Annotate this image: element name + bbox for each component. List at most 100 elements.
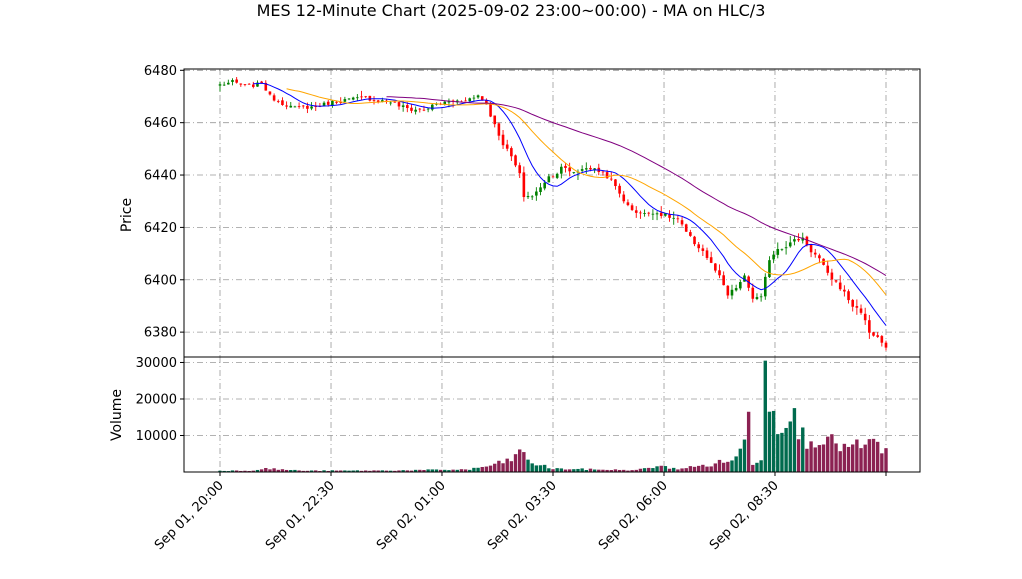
volume-bar: [880, 453, 884, 472]
candle-body: [310, 106, 313, 109]
candle-body: [609, 178, 613, 180]
volume-bar: [647, 467, 651, 472]
candle-body: [647, 212, 651, 214]
volume-bar: [709, 466, 713, 472]
volume-bar: [642, 468, 647, 472]
candle-body: [306, 105, 309, 109]
volume-bar: [251, 470, 255, 472]
candle-body: [843, 289, 846, 292]
volume-bar: [676, 469, 680, 472]
candle-body: [464, 100, 467, 102]
candle-body: [435, 103, 438, 105]
candle-body: [301, 105, 305, 107]
volume-bar: [638, 468, 643, 472]
volume-bar: [609, 470, 613, 472]
candle-body: [813, 252, 817, 255]
candle-body: [580, 169, 584, 171]
x-tick-label: Sep 01, 22:30: [263, 478, 338, 553]
volume-bar: [617, 469, 622, 472]
volume-bar: [247, 470, 251, 472]
volume-bar: [418, 469, 422, 472]
candle-body: [659, 212, 663, 216]
candle-body: [530, 196, 534, 198]
candle-body: [222, 84, 226, 86]
candle-body: [880, 336, 884, 343]
volume-bar: [301, 470, 305, 472]
candle-body: [397, 102, 401, 107]
candle-body: [643, 213, 646, 214]
candle-body: [406, 105, 409, 109]
candle-body: [364, 96, 367, 98]
volume-bar: [422, 470, 426, 472]
volume-bar: [726, 461, 730, 472]
volume-bar: [451, 469, 455, 472]
candle-body: [356, 97, 359, 99]
candle-body: [701, 248, 705, 251]
candle-body: [801, 237, 805, 241]
volume-bar: [438, 469, 443, 472]
candle-body: [751, 287, 755, 299]
candle-body: [743, 275, 746, 282]
volume-bar: [309, 470, 314, 472]
volume-bar: [838, 451, 842, 472]
x-axis: Sep 01, 20:00 Sep 01, 22:30 Sep 02, 01:00 S…: [152, 472, 887, 553]
volume-bar: [875, 441, 880, 472]
candle-body: [268, 91, 272, 95]
candle-body: [780, 248, 784, 250]
volume-bar: [376, 470, 380, 472]
candle-body: [655, 213, 659, 215]
volume-bar: [326, 470, 330, 472]
candle-body: [776, 249, 780, 255]
candle-body: [793, 239, 796, 242]
volume-bar: [567, 469, 572, 472]
volume-bar: [692, 466, 697, 472]
candle-body: [639, 212, 642, 214]
price-frame: [183, 68, 921, 358]
volume-bar: [796, 439, 801, 472]
candle-body: [630, 205, 634, 210]
candle-body: [518, 165, 521, 174]
volume-bar: [468, 469, 472, 472]
candle-body: [668, 214, 671, 218]
volume-bar: [680, 468, 684, 472]
volume-bar: [272, 468, 276, 472]
volume-bar: [347, 470, 351, 472]
volume-bar: [597, 469, 601, 472]
candle-body: [564, 165, 567, 168]
volume-bar: [488, 465, 493, 472]
volume-bar: [776, 434, 780, 472]
volume-bar: [409, 470, 414, 472]
volume-bar: [276, 469, 280, 472]
volume-bar: [459, 469, 464, 472]
candle-body: [555, 173, 559, 178]
volume-bar: [555, 468, 559, 472]
volume-bar: [767, 411, 772, 472]
price-tick-label: 6440: [144, 169, 177, 184]
volume-bar: [613, 469, 618, 472]
volume-bar: [588, 468, 593, 472]
candle-body: [614, 179, 617, 187]
candle-body: [788, 242, 792, 247]
candle-body: [876, 335, 879, 337]
volume-bar: [859, 448, 863, 472]
volume-bar: [218, 470, 222, 472]
volume-bar: [230, 470, 235, 472]
volume-bar: [547, 468, 551, 472]
volume-bar: [855, 439, 859, 472]
candle-body: [730, 289, 734, 296]
candle-body: [289, 105, 293, 108]
volume-bar: [463, 469, 468, 472]
volume-tick-label: 30000: [136, 356, 177, 371]
volume-bar: [505, 458, 509, 472]
candle-body: [227, 82, 230, 85]
candle-body: [476, 95, 480, 98]
volume-bar: [472, 467, 476, 472]
candle-body: [684, 224, 688, 232]
candle-body: [447, 101, 451, 103]
candle-body: [264, 82, 268, 91]
candle-body: [243, 84, 247, 85]
volume-bar: [830, 434, 834, 472]
volume-bar: [817, 445, 822, 472]
candle-body: [347, 98, 351, 100]
